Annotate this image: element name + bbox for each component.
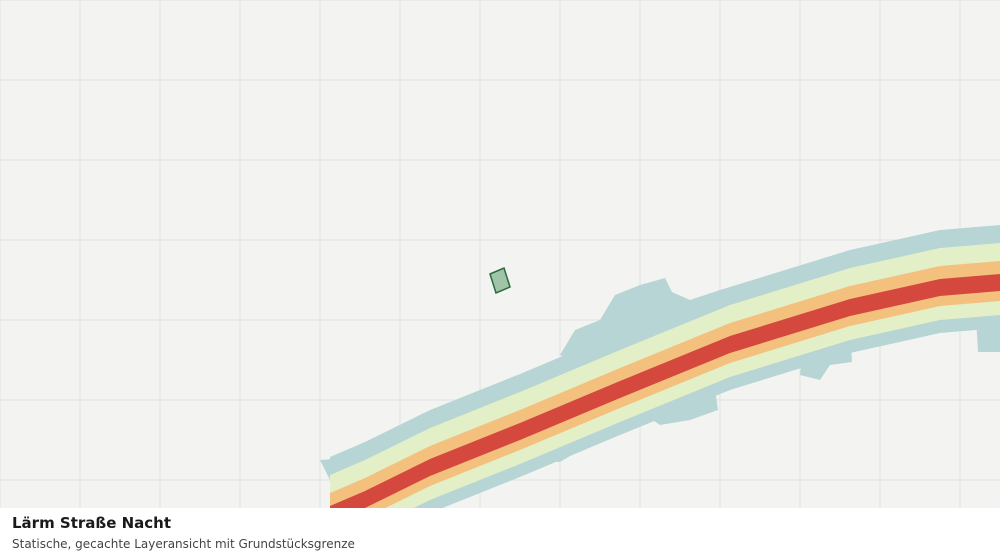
- noise-band: [330, 261, 1000, 533]
- noise-layer: [320, 225, 1000, 560]
- parcel-boundary: [489, 266, 511, 295]
- map-subtitle: Statische, gecachte Layeransicht mit Gru…: [12, 537, 355, 551]
- caption-bar: Lärm Straße Nacht Statische, gecachte La…: [0, 508, 1000, 560]
- map-title: Lärm Straße Nacht: [12, 514, 172, 532]
